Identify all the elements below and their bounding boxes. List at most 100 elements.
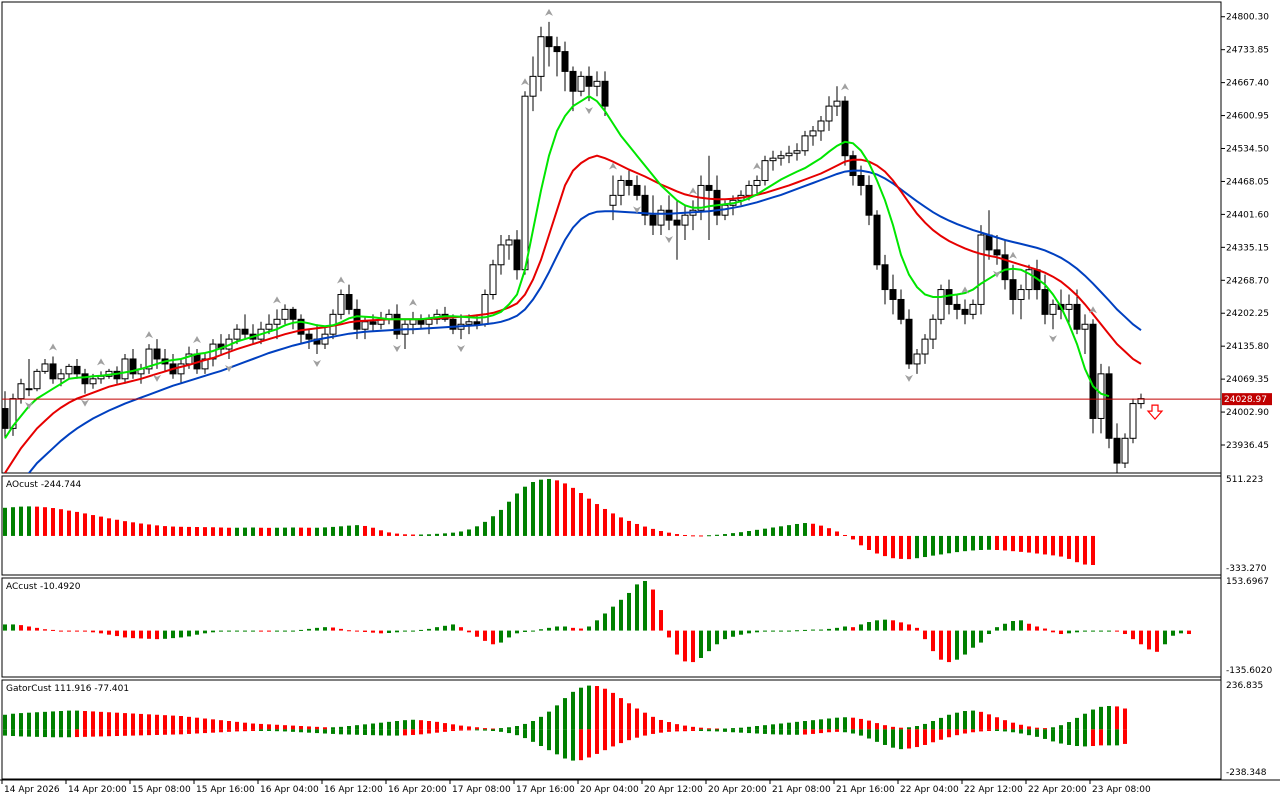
gator-upper-bar — [299, 726, 303, 730]
gator-upper-bar — [131, 713, 135, 730]
candle-bear — [545, 36, 553, 48]
ac-bar — [67, 630, 71, 632]
ac-bar — [243, 630, 247, 632]
gator-upper-bar — [835, 717, 839, 730]
ac-bar — [1115, 630, 1119, 632]
gator-upper-bar — [523, 723, 527, 730]
ac-bar — [219, 630, 223, 632]
ao-bar — [851, 535, 855, 540]
ao-bar — [371, 527, 375, 536]
gator-upper-bar — [547, 711, 551, 730]
ac-bar — [691, 630, 695, 663]
ac-bar — [987, 630, 991, 635]
gator-lower-bar — [51, 729, 55, 738]
ac-bar — [899, 622, 903, 631]
gator-upper-bar — [843, 717, 847, 730]
time-tick-label: 16 Apr 20:00 — [388, 785, 447, 795]
gator-upper-bar — [435, 721, 439, 730]
candle-bull — [1081, 323, 1089, 330]
ac-bar — [419, 629, 423, 631]
ac-bar — [1051, 630, 1055, 633]
gator-upper-bar — [907, 727, 911, 730]
gator-lower-bar — [67, 729, 71, 738]
time-tick-label: 20 Apr 12:00 — [644, 785, 703, 795]
price-tick-label: 24468.05 — [1226, 177, 1269, 187]
price-tick-label: 24800.30 — [1226, 13, 1269, 23]
ao-bar — [499, 509, 503, 536]
gator-lower-bar — [843, 729, 847, 733]
ao-bar — [51, 508, 55, 536]
ac-bar — [1163, 630, 1167, 645]
ao-bar — [403, 534, 407, 536]
gator-upper-bar — [659, 719, 663, 730]
gator-upper-bar — [283, 725, 287, 730]
ac-bar — [603, 613, 607, 631]
ac-bar — [299, 629, 303, 631]
ac-bar — [347, 630, 351, 632]
gator-lower-bar — [691, 729, 695, 732]
ao-bar — [539, 479, 543, 536]
ac-bar — [307, 628, 311, 631]
gator-upper-bar — [291, 725, 295, 730]
gator-upper-bar — [243, 722, 247, 730]
gator-upper-bar — [211, 719, 215, 730]
gator-upper-bar — [75, 710, 79, 730]
ac-bar — [403, 630, 407, 632]
ao-bar — [435, 533, 439, 536]
gator-upper-bar — [811, 720, 815, 730]
ac-bar — [107, 630, 111, 635]
candle-bull — [145, 348, 153, 370]
gator-lower-bar — [3, 729, 7, 736]
candle-bull — [281, 308, 289, 320]
ao-bar — [1011, 535, 1015, 552]
gator-lower-bar — [331, 729, 335, 734]
ac-bar — [139, 630, 143, 639]
gator-upper-bar — [819, 719, 823, 730]
ac-bar — [1155, 630, 1159, 652]
ma-mid-line — [4, 154, 1142, 473]
gator-lower-bar — [403, 729, 407, 736]
ao-bar — [467, 529, 471, 536]
ac-bar — [803, 629, 807, 631]
gator-lower-bar — [795, 729, 799, 735]
gator-upper-bar — [675, 724, 679, 730]
gator-upper-bar — [891, 726, 895, 730]
pane-frame-main — [1, 1, 1222, 474]
gator-lower-bar — [1075, 729, 1079, 747]
ac-bar — [427, 628, 431, 631]
gator-upper-bar — [867, 720, 871, 730]
ao-bar — [1075, 535, 1079, 563]
ac-bar — [75, 630, 79, 632]
gator-lower-bar — [547, 729, 551, 751]
ao-bar — [579, 493, 583, 536]
candle-bull — [17, 383, 25, 400]
ac-bar — [859, 624, 863, 631]
ac-bar — [579, 628, 583, 631]
ac-bar — [779, 630, 783, 632]
ac-bar — [683, 630, 687, 662]
ao-bar — [67, 510, 71, 536]
ac-bar — [227, 630, 231, 632]
gator-upper-bar — [347, 726, 351, 730]
candle-bull — [593, 80, 601, 87]
gator-lower-bar — [811, 729, 815, 734]
ao-bar — [595, 504, 599, 536]
ao-bar — [227, 527, 231, 536]
ac-bar — [1139, 630, 1143, 645]
ac-bar — [715, 630, 719, 645]
candle-bull — [609, 194, 617, 206]
ao-bar — [507, 501, 511, 536]
gator-upper-bar — [979, 711, 983, 730]
gator-lower-bar — [771, 729, 775, 735]
ao-bar — [819, 525, 823, 536]
ma-slow-line — [27, 169, 1142, 473]
gator-upper-bar — [59, 711, 63, 730]
ac-bar — [915, 627, 919, 631]
ac-bar — [723, 630, 727, 640]
ao-bar — [1003, 535, 1007, 551]
gator-upper-bar — [1003, 720, 1007, 730]
gator-lower-bar — [187, 729, 191, 734]
fractal-down-marker — [81, 399, 89, 407]
